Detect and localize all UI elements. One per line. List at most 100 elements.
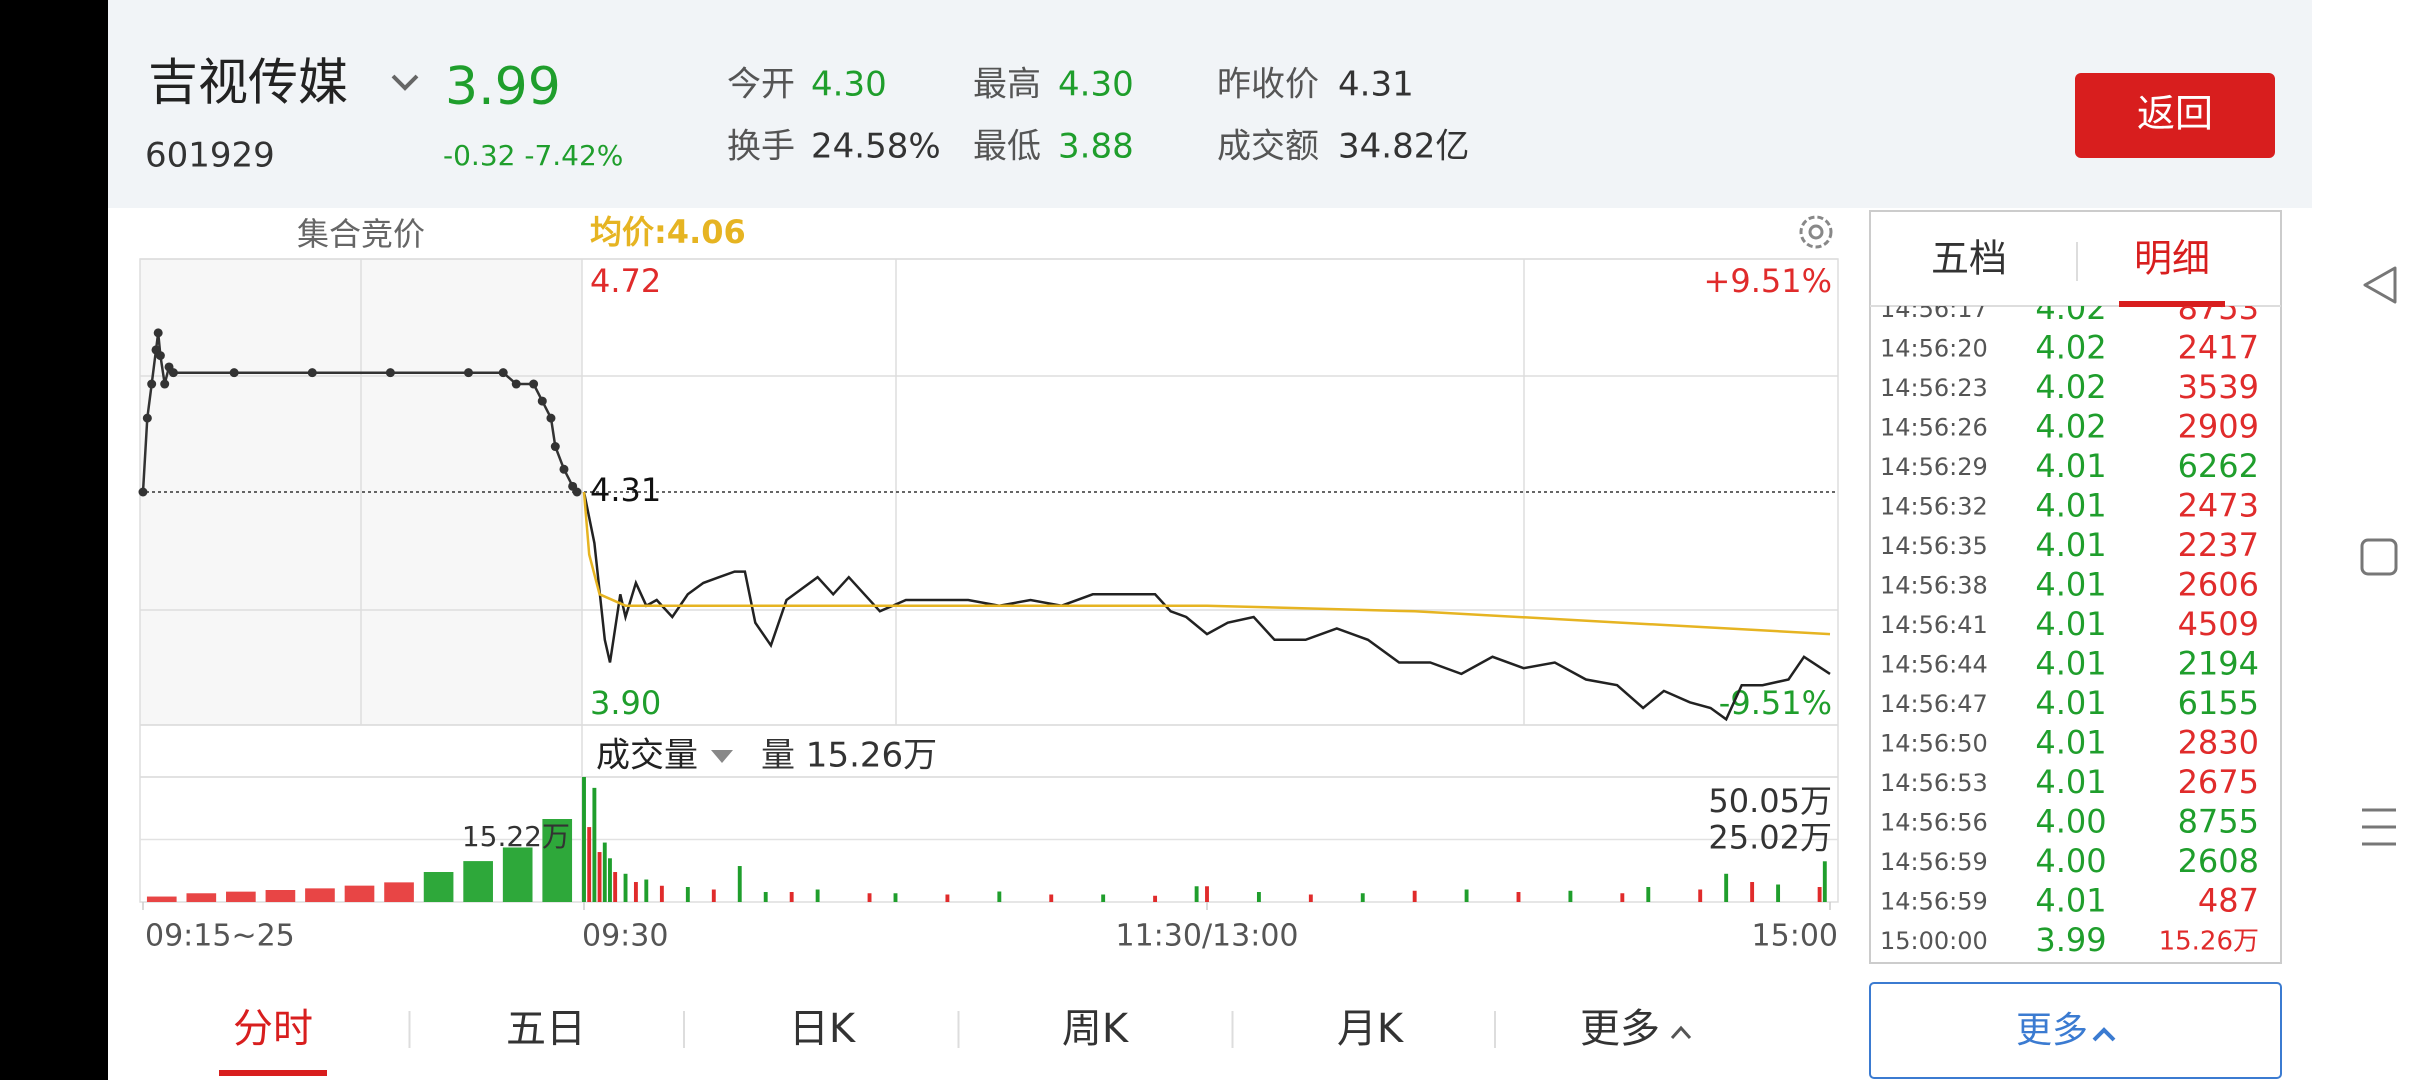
trade-time: 14:56:26 [1880, 414, 1988, 442]
y-tick-label: 50.05万 [1708, 782, 1832, 820]
tab-caret[interactable] [1670, 1025, 1692, 1040]
stock-name[interactable]: 吉视传媒 [148, 54, 348, 112]
trade-volume: 2830 [2178, 724, 2259, 762]
settings-icon-center[interactable] [1808, 224, 1824, 240]
volume-bar [711, 889, 716, 902]
nav-back[interactable] [2363, 266, 2397, 304]
price-marker [307, 368, 317, 378]
volume-bar [226, 891, 256, 902]
volume-bar [1205, 886, 1209, 902]
trade-volume: 8753 [2178, 289, 2259, 327]
trade-rows: 14:56:17 4.02 8753 14:56:20 4.02 2417 14:56:23… [1880, 289, 2259, 959]
price-marker [537, 396, 547, 406]
trade-time: 14:56:35 [1880, 532, 1988, 560]
volume-bar [867, 893, 872, 902]
stat-value: 24.58% [811, 127, 941, 167]
price-marker [160, 379, 170, 389]
trade-time: 14:56:38 [1880, 572, 1988, 600]
trade-volume: 2608 [2178, 842, 2259, 880]
stock-dropdown[interactable] [391, 74, 419, 91]
volume-bar [644, 879, 649, 902]
more-caret[interactable] [2092, 1027, 2116, 1042]
volume-bar [737, 866, 742, 902]
volume-title[interactable]: 成交量 [596, 736, 698, 776]
volume-bar [1822, 861, 1827, 902]
trade-price: 4.01 [2035, 526, 2106, 564]
trade-price: 4.01 [2035, 566, 2106, 604]
trade-price: 4.01 [2035, 645, 2106, 683]
volume-bar [602, 842, 607, 902]
price-line [582, 491, 1831, 722]
bottom-tab[interactable]: 月K [1337, 1006, 1405, 1052]
trade-price: 4.02 [2035, 329, 2106, 367]
trade-price: 4.02 [2035, 289, 2106, 327]
volume-bar [582, 777, 586, 902]
price-marker [546, 413, 556, 423]
panel-title: 集合竞价 [297, 215, 425, 253]
back-button-label[interactable]: 返回 [2137, 92, 2213, 136]
price-marker [498, 368, 508, 378]
settings-icon[interactable] [1799, 215, 1833, 249]
x-tick-label: 11:30/13:00 [1115, 919, 1298, 954]
trade-time: 14:56:20 [1880, 335, 1988, 363]
bottom-tabs: 分时 五日 日K 周K 月K 更多 [219, 1006, 1692, 1076]
volume-bar [1750, 882, 1755, 902]
trade-price: 4.01 [2035, 487, 2106, 525]
volume-bar [1646, 887, 1651, 902]
trade-time: 14:56:47 [1880, 690, 1988, 718]
stat-label: 换手 [727, 127, 795, 167]
nav-menu[interactable] [2362, 808, 2396, 846]
trade-time: 14:56:41 [1880, 611, 1988, 639]
price-marker [559, 464, 569, 474]
volume-bar [1194, 886, 1199, 902]
trade-panel [1869, 210, 2282, 964]
volume-dropdown[interactable] [711, 750, 733, 763]
volume-bar [763, 892, 768, 902]
bottom-tab[interactable]: 五日 [506, 1006, 586, 1052]
y-tick-label: 25.02万 [1708, 819, 1832, 857]
trade-price: 4.02 [2035, 368, 2106, 406]
volume-bar [463, 861, 493, 902]
nav-bar [2312, 0, 2412, 1080]
panel-tab[interactable]: 明细 [2134, 237, 2210, 281]
nav-home[interactable] [2360, 538, 2398, 576]
volume-bar [1698, 889, 1703, 902]
volume-bar [265, 890, 296, 902]
bottom-tab[interactable]: 分时 [233, 1006, 313, 1052]
trade-volume: 8755 [2178, 803, 2259, 841]
more-button[interactable] [1869, 982, 2282, 1079]
x-tick-label: 09:15~25 [145, 919, 295, 954]
panel-tab[interactable]: 五档 [1931, 237, 2007, 281]
x-tick-label: 09:30 [582, 919, 668, 954]
stat-value: 4.30 [1058, 65, 1134, 105]
back-button[interactable] [2075, 73, 2275, 158]
price-change: -0.32 -7.42% [443, 139, 623, 172]
y2-tick-label: +9.51% [1704, 262, 1832, 300]
volume-bar [623, 873, 628, 902]
volume-bar [945, 894, 950, 902]
bottom-tab[interactable]: 更多 [1580, 1006, 1660, 1052]
more-button-label[interactable]: 更多 [2016, 1010, 2088, 1051]
trade-time: 14:56:29 [1880, 453, 1988, 481]
bottom-tab[interactable]: 日K [789, 1006, 857, 1052]
trade-price: 4.01 [2035, 882, 2106, 920]
volume-bar [592, 787, 597, 902]
y-tick-label: 4.72 [590, 262, 661, 300]
trade-volume: 6155 [2178, 684, 2259, 722]
trade-volume: 2606 [2178, 566, 2259, 604]
volume-bar [502, 847, 533, 902]
stats: 今开 4.30 最高 4.30 昨收价 4.31 换手 24.58% 最低 3.88 成交额 34.8… [727, 65, 1469, 167]
stat-label: 最低 [973, 127, 1041, 167]
price-line [141, 332, 578, 493]
trade-price: 4.00 [2035, 803, 2106, 841]
trade-volume: 487 [2198, 882, 2259, 920]
bottom-tab[interactable]: 周K [1062, 1006, 1130, 1052]
trade-time: 14:56:32 [1880, 493, 1988, 521]
trade-time: 14:56:53 [1880, 769, 1988, 797]
volume-bar [1568, 890, 1573, 902]
stat-label: 最高 [973, 65, 1041, 105]
x-tick-label: 15:00 [1752, 919, 1838, 954]
trade-volume: 2675 [2178, 763, 2259, 801]
stat-label: 今开 [727, 65, 795, 105]
